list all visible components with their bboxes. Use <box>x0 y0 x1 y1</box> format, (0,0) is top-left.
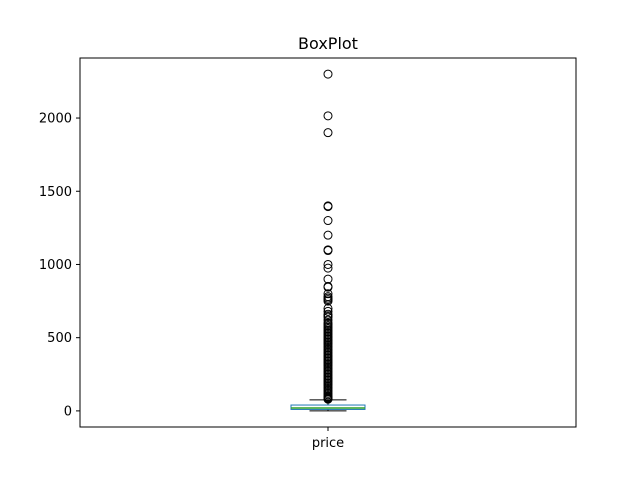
outlier-point <box>323 128 333 138</box>
outlier-point <box>323 274 333 284</box>
outlier-point <box>323 263 333 273</box>
x-tick-label: price <box>312 436 344 451</box>
y-tick-label: 0 <box>64 404 72 419</box>
outlier-point <box>323 216 333 226</box>
outlier-point <box>323 246 333 256</box>
outlier-point <box>323 306 333 316</box>
y-tick-label: 2000 <box>39 112 72 127</box>
outlier-point <box>323 230 333 240</box>
outlier-point <box>323 202 333 212</box>
outlier-point <box>323 289 333 299</box>
outlier-point <box>323 111 333 121</box>
outlier-point <box>323 312 333 322</box>
y-tick-label: 500 <box>47 331 72 346</box>
outlier-point <box>323 394 333 404</box>
outlier-point <box>323 296 333 306</box>
outlier-point <box>323 259 333 269</box>
outlier-point <box>323 282 333 292</box>
outlier-point <box>323 315 333 325</box>
y-tick-label: 1000 <box>39 258 72 273</box>
outlier-point <box>323 69 333 79</box>
axes-frame <box>79 57 577 428</box>
plot-area: 0 500 1000 1500 2000 price <box>39 69 366 451</box>
chart-title: BoxPlot <box>298 34 358 53</box>
y-tick-label: 1500 <box>39 185 72 200</box>
outlier-point <box>323 303 333 313</box>
